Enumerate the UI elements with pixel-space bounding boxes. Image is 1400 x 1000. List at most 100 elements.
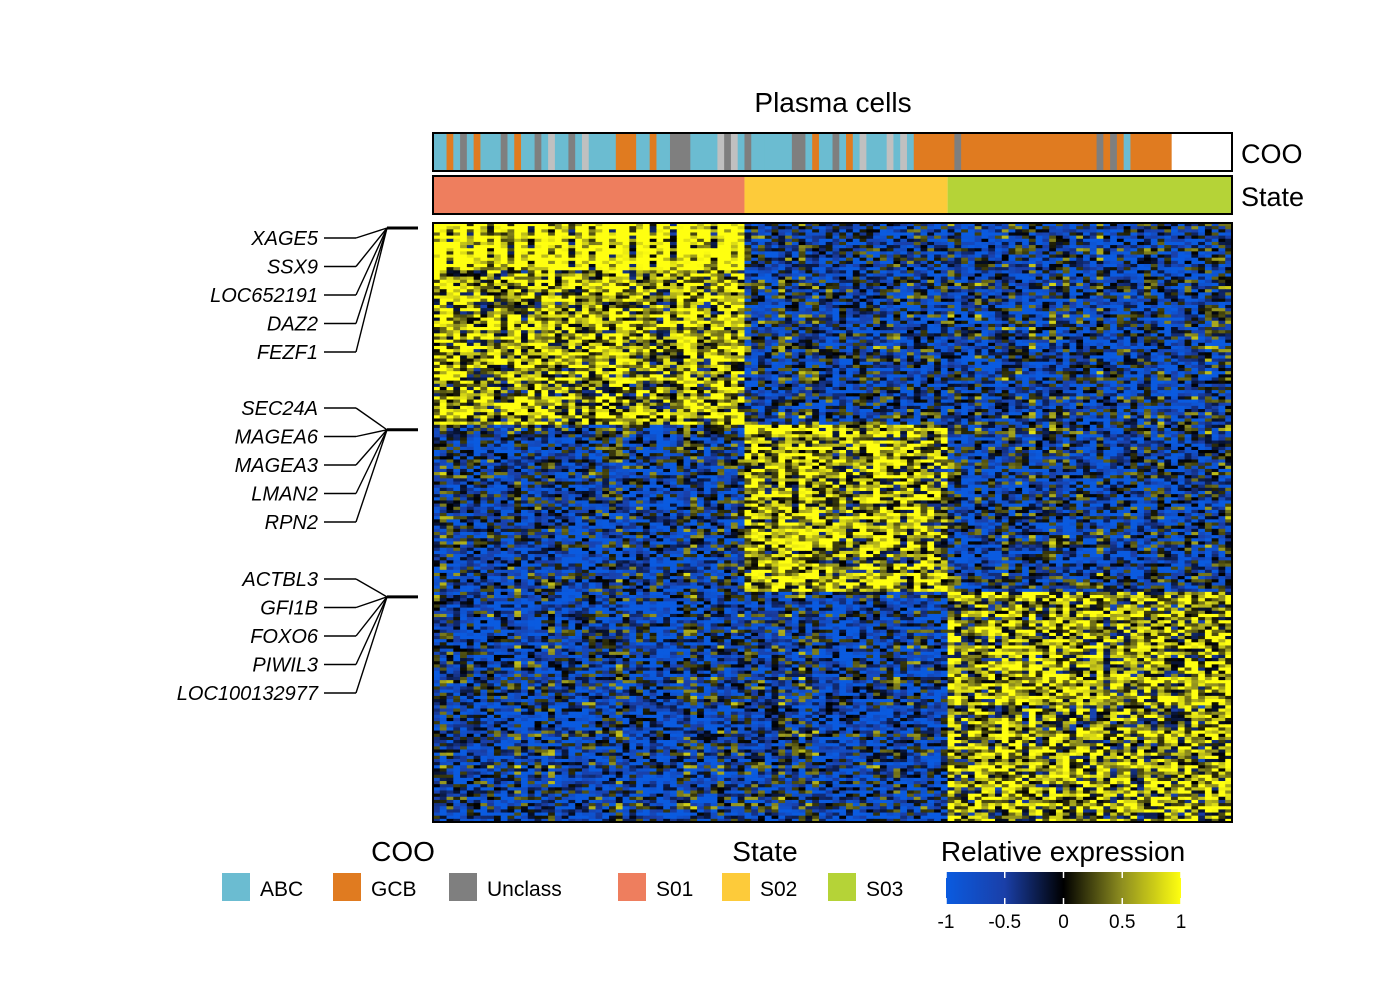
heatmap-cell (1035, 327, 1043, 331)
heatmap-cell (900, 254, 908, 259)
heatmap-cell (487, 241, 495, 246)
heatmap-cell (609, 282, 617, 287)
heatmap-cell (1204, 301, 1213, 306)
heatmap-cell (940, 241, 949, 246)
heatmap-cell (1001, 267, 1010, 271)
heatmap-cell (995, 339, 1003, 344)
heatmap-cell (1177, 339, 1186, 344)
heatmap-cell (460, 333, 468, 337)
heatmap-cell (913, 251, 922, 256)
heatmap-cell (663, 349, 671, 353)
heatmap-cell (1096, 282, 1104, 287)
heatmap-cell (717, 342, 725, 347)
heatmap-cell (751, 235, 759, 240)
heatmap-cell (812, 292, 820, 297)
heatmap-cell (1157, 298, 1165, 303)
heatmap-cell (1198, 323, 1206, 328)
heatmap-cell (967, 286, 976, 290)
heatmap-cell (866, 226, 874, 230)
heatmap-cell (1035, 314, 1043, 319)
heatmap-cell (500, 301, 508, 306)
heatmap-cell (724, 235, 732, 240)
heatmap-cell (967, 257, 976, 262)
heatmap-cell (778, 339, 786, 344)
heatmap-cell (852, 336, 861, 341)
heatmap-cell (514, 273, 522, 278)
heatmap-cell (859, 289, 867, 293)
heatmap-cell (934, 304, 942, 309)
heatmap-cell (893, 298, 901, 303)
heatmap-cell (1055, 352, 1064, 356)
heatmap-cell (839, 345, 847, 350)
heatmap-cell (676, 270, 685, 274)
heatmap-cell (575, 223, 583, 227)
heatmap-cell (1164, 320, 1172, 325)
heatmap-cell (493, 323, 502, 328)
heatmap-cell (548, 232, 556, 237)
heatmap-cell (879, 226, 888, 230)
heatmap-cell (893, 238, 901, 243)
heatmap-cell (940, 292, 949, 297)
heatmap-cell (940, 223, 949, 227)
heatmap-cell (981, 251, 989, 256)
heatmap-cell (1150, 223, 1159, 227)
heatmap-cell (1157, 349, 1165, 353)
heatmap-cell (967, 289, 976, 293)
heatmap-cell (1022, 286, 1030, 290)
heatmap-cell (758, 327, 766, 331)
heatmap-cell (1076, 267, 1084, 271)
heatmap-cell (1130, 260, 1138, 265)
heatmap-cell (900, 270, 908, 274)
heatmap-cell (1035, 311, 1043, 315)
heatmap-cell (927, 238, 935, 243)
heatmap-cell (1015, 301, 1023, 306)
heatmap-cell (859, 330, 867, 334)
heatmap-cell (913, 314, 922, 319)
heatmap-cell (771, 345, 779, 350)
heatmap-cell (622, 342, 630, 347)
heatmap-cell (561, 298, 569, 303)
heatmap-cell (1116, 267, 1125, 271)
heatmap-cell (1028, 226, 1037, 230)
heatmap-cell (514, 267, 522, 271)
heatmap-cell (859, 323, 867, 328)
heatmap-cell (730, 235, 739, 240)
heatmap-cell (1083, 330, 1091, 334)
heatmap-cell (947, 330, 955, 334)
heatmap-cell (460, 273, 468, 278)
heatmap-cell (690, 339, 698, 344)
heatmap-cell (1137, 257, 1145, 262)
heatmap-cell (934, 223, 942, 227)
heatmap-cell (866, 323, 874, 328)
heatmap-cell (521, 257, 529, 262)
heatmap-cell (1001, 257, 1010, 262)
heatmap-cell (527, 323, 536, 328)
heatmap-cell (595, 298, 603, 303)
heatmap-cell (602, 352, 610, 356)
heatmap-cell (1001, 308, 1010, 312)
heatmap-cell (906, 270, 915, 274)
heatmap-cell (609, 260, 617, 265)
heatmap-cell (1076, 298, 1084, 303)
heatmap-cell (1191, 238, 1199, 243)
heatmap-cell (927, 286, 935, 290)
heatmap-cell (974, 292, 982, 297)
heatmap-cell (676, 311, 685, 315)
heatmap-cell (988, 254, 996, 259)
heatmap-cell (758, 260, 766, 265)
heatmap-cell (460, 248, 468, 252)
heatmap-cell (446, 254, 454, 259)
heatmap-cell (493, 245, 502, 249)
heatmap-cell (1177, 289, 1186, 293)
heatmap-cell (1211, 241, 1219, 246)
heatmap-cell (1028, 254, 1037, 259)
heatmap-cell (514, 232, 522, 237)
heatmap-cell (595, 342, 603, 347)
heatmap-cell (554, 273, 563, 278)
heatmap-cell (460, 301, 468, 306)
coo-segment-Unclass (791, 133, 807, 171)
heatmap-cell (521, 229, 529, 233)
heatmap-cell (460, 345, 468, 350)
heatmap-cell (1096, 327, 1104, 331)
heatmap-cell (541, 226, 549, 230)
